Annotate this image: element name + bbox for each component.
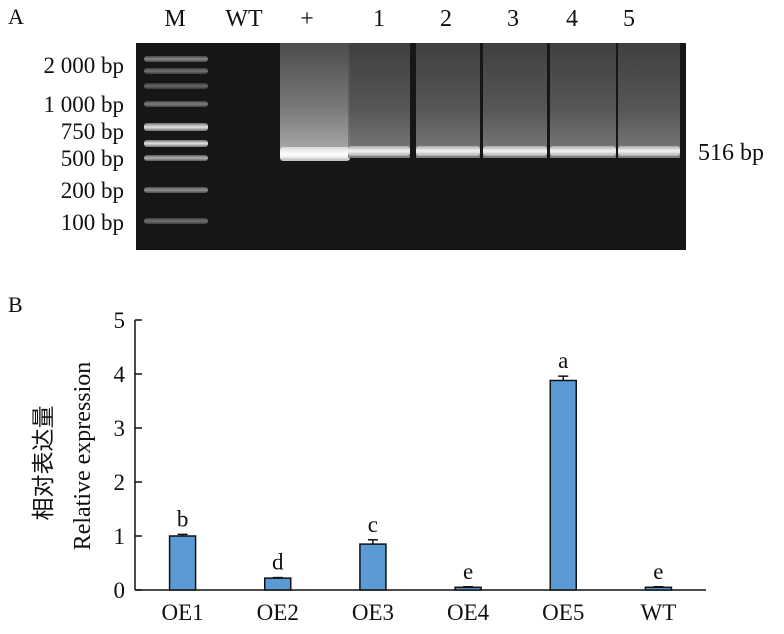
significance-label: c (368, 512, 378, 537)
y-tick-label: 1 (114, 524, 126, 549)
lane-label-2: 2 (440, 6, 452, 32)
y-tick-label: 5 (114, 308, 126, 333)
positive-smear (280, 43, 350, 158)
x-tick-label: WT (641, 600, 677, 625)
lane-label-4: 4 (566, 6, 578, 32)
lane-4-band (550, 146, 616, 156)
bar (359, 543, 387, 591)
bar (454, 586, 482, 591)
y-axis-title: 相对表达量 Relative expression (31, 362, 96, 551)
lane-1-band (348, 146, 410, 156)
lane-3-band (483, 146, 547, 156)
bars: b OE1 d OE2 c OE3 e OE4 a OE5 e WT (161, 348, 676, 625)
marker-band (144, 155, 208, 161)
ladder-label-100: 100 bp (60, 210, 124, 235)
lane-label-positive: + (300, 6, 314, 32)
bar (168, 535, 197, 591)
band-size-label: 516 bp (698, 140, 764, 166)
x-tick-label: OE4 (447, 600, 490, 625)
lane-label-m: M (164, 6, 186, 32)
lane-1-smear (348, 43, 410, 158)
marker-band (144, 140, 208, 147)
panel-b-label: B (8, 292, 23, 317)
gel-image (136, 43, 686, 250)
bar (264, 577, 292, 591)
significance-label: e (653, 559, 663, 584)
marker-band (144, 56, 208, 62)
x-tick-label: OE3 (352, 600, 394, 625)
lane-label-3: 3 (507, 6, 519, 32)
x-tick-label: OE2 (257, 600, 299, 625)
marker-band (144, 123, 208, 131)
y-tick-label: 3 (114, 416, 126, 441)
x-tick-label: OE5 (542, 600, 584, 625)
significance-label: b (177, 506, 189, 531)
significance-label: a (558, 348, 568, 373)
lane-5-smear (618, 43, 680, 158)
lane-3-smear (483, 43, 547, 158)
lane-4-smear (550, 43, 616, 158)
y-tick-label: 0 (114, 578, 126, 603)
bar (549, 379, 577, 591)
lane-label-5: 5 (623, 6, 635, 32)
bar-chart: 相对表达量 Relative expression 0 1 2 3 4 5 b OE1 d OE… (31, 308, 706, 625)
y-tick-label: 2 (114, 470, 126, 495)
marker-band (144, 187, 208, 193)
marker-band (144, 218, 208, 224)
significance-label: e (463, 559, 473, 584)
ladder-label-500: 500 bp (60, 146, 124, 171)
marker-band (144, 83, 208, 89)
lane-2-smear (416, 43, 480, 158)
ladder-label-2000: 2 000 bp (43, 53, 125, 78)
ladder-label-750: 750 bp (60, 119, 124, 144)
lane-2-band (416, 146, 480, 156)
significance-label: d (272, 550, 284, 575)
lane-5-band (618, 146, 680, 156)
marker-band (144, 68, 208, 74)
x-tick-label: OE1 (161, 600, 203, 625)
positive-band (280, 147, 350, 161)
lane-label-1: 1 (373, 6, 385, 32)
lane-label-wt: WT (225, 6, 263, 32)
ladder-label-1000: 1 000 bp (43, 92, 125, 117)
y-tick-label: 4 (114, 362, 126, 387)
panel-a-label: A (8, 4, 24, 29)
y-axis-title-cn: 相对表达量 (31, 406, 56, 521)
ladder-label-200: 200 bp (60, 178, 124, 203)
marker-band (144, 101, 208, 107)
axes: 0 1 2 3 4 5 (114, 308, 706, 603)
y-axis-title-en: Relative expression (70, 362, 96, 551)
bar (644, 586, 673, 591)
